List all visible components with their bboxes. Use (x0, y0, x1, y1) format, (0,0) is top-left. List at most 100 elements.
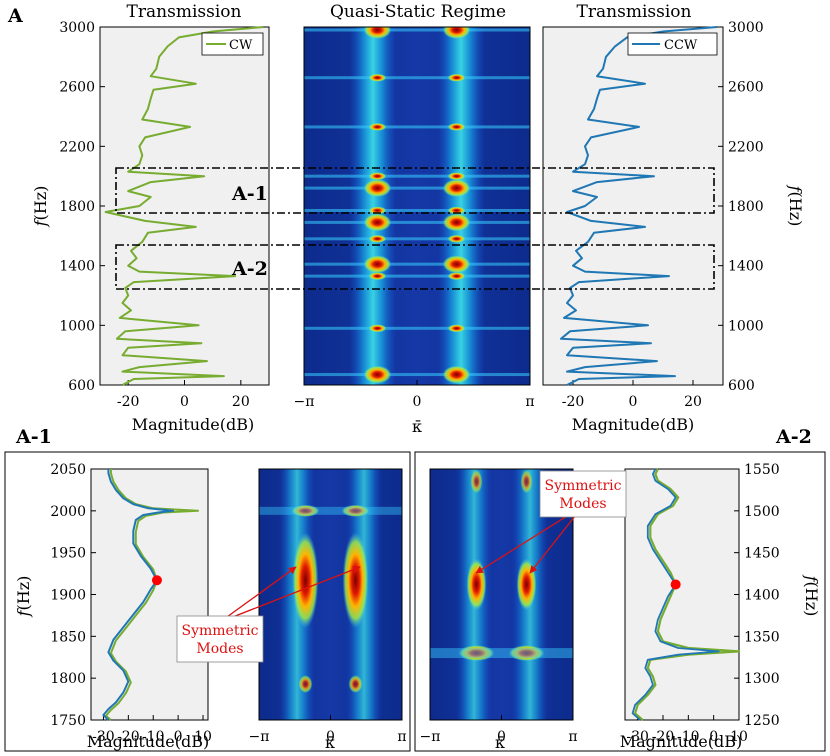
heatmap-band (304, 174, 530, 178)
heatmap-hotspot (447, 172, 466, 181)
a-right-x-tick-label: 0 (629, 394, 638, 410)
plot-a-left-xlabel: Magnitude(dB) (132, 415, 255, 434)
plot-a-left: Transmission 600 1000 1400 1800 2200 2600 3000… (31, 2, 270, 434)
plot-a2-line: 1250 1300 1350 1400 1450 1500 1550 -30 -20 -10 0 10… (620, 462, 821, 751)
a2-heat-x-tick-label: −π (420, 729, 441, 745)
plot-a-right: Transmission 600 1000 1400 1800 2200 2600 3000… (542, 2, 805, 434)
heatmap-hotspot (368, 234, 387, 243)
heatmap-band (304, 326, 530, 330)
a2-y-tick-label: 1450 (744, 546, 780, 562)
heatmap-hotspot (447, 234, 466, 243)
a-right-y-tick-label: 600 (728, 378, 755, 394)
heatmap-hotspot (368, 324, 387, 333)
a1-heat-mode (291, 504, 320, 517)
a1-x-tick-label: -30 (92, 729, 115, 745)
heatmap-a-center (304, 27, 530, 385)
plot-a-right-area (542, 26, 724, 386)
plot-a-right-xlabel: Magnitude(dB) (572, 415, 695, 434)
a2-x-tick-label: -20 (652, 729, 675, 745)
heatmap-band (304, 373, 530, 377)
a2-ccw-line (631, 468, 720, 721)
heatmap-hotspot (363, 365, 392, 384)
a1-heat-band (259, 506, 402, 515)
heatmap-hotspot (368, 272, 387, 281)
a2-heat-mode (458, 645, 495, 662)
zoom-box-a2-label: A-2 (231, 258, 268, 280)
a2-heat-mode (470, 469, 483, 494)
heatmap-hotspot (363, 27, 392, 39)
panel-label-A: A (7, 5, 23, 27)
a-center-x-tick-label: −π (294, 394, 315, 410)
plot-a2-heatmap-xlabel: κ̄ (495, 733, 505, 752)
plot-a-left-area (99, 26, 270, 386)
a-left-x-tick-label: -20 (117, 394, 140, 410)
a-right-x-tick-label: 20 (684, 394, 702, 410)
a-center-x-tick-label: π (525, 394, 534, 410)
a2-heat-mode (520, 469, 533, 494)
heatmap-hotspot (442, 365, 471, 384)
heatmap-hotspot (447, 206, 466, 215)
panel-a1-frame (4, 451, 411, 752)
a-left-y-tick-label: 3000 (59, 20, 95, 36)
plot-a-right-ylabel: f(Hz) (786, 185, 805, 227)
panel-a2-frame (414, 451, 826, 752)
a2-heat-band (430, 648, 573, 659)
plot-a-center-xlabel: κ̄ (412, 417, 422, 436)
heatmap-hotspot (368, 122, 387, 131)
annotation-a1: Symmetric Modes (176, 565, 361, 663)
heatmap-hotspot (442, 27, 471, 39)
a2-heat-mode (508, 645, 545, 662)
a1-y-tick-label: 1850 (50, 629, 86, 645)
a1-heat-mode (292, 532, 319, 629)
plot-a2-heatmap: −π 0 π κ̄ (420, 468, 578, 752)
a2-cw-line (633, 468, 741, 721)
a2-y-tick-label: 1250 (744, 713, 780, 729)
heatmap-band (304, 262, 530, 266)
plot-a1-line: 1750 1800 1850 1900 1950 2000 2050 -30 -20 -10 0 10… (14, 462, 212, 751)
a1-y-tick-label: 1950 (50, 546, 86, 562)
heatmap-hotspot (363, 179, 392, 198)
heatmap-hotspot (368, 73, 387, 82)
a2-y-tick-label: 1550 (744, 462, 780, 478)
a-left-y-tick-label: 2200 (59, 139, 95, 155)
a2-y-tick-label: 1350 (744, 629, 780, 645)
heatmap-hotspot (442, 179, 471, 198)
a1-heat-mode (348, 675, 363, 694)
a2-y-tick-label: 1300 (744, 671, 780, 687)
a-left-y-tick-label: 1400 (59, 259, 95, 275)
a1-heat-mode (298, 675, 313, 694)
a1-x-tick-label: 0 (174, 729, 183, 745)
a1-y-tick-label: 2050 (50, 462, 86, 478)
a1-heat-x-tick-label: −π (249, 729, 270, 745)
a-right-y-tick-label: 3000 (728, 20, 764, 36)
a1-y-tick-label: 1800 (50, 671, 86, 687)
heatmap-band (304, 76, 530, 80)
heatmap-band (304, 220, 530, 224)
heatmap-band (304, 237, 530, 241)
a-left-y-tick-label: 600 (68, 378, 95, 394)
heatmap-hotspot (447, 122, 466, 131)
panel-label-A2: A-2 (775, 426, 812, 448)
plot-a1-heatmap: −π 0 π κ̄ (249, 468, 407, 752)
heatmap-hotspot (447, 272, 466, 281)
annotation-a2-text: Symmetric Modes (545, 478, 622, 512)
a-right-y-tick-label: 2600 (728, 80, 764, 96)
heatmap-hotspot (447, 324, 466, 333)
a1-x-tick-label: -20 (117, 729, 140, 745)
a1-heat-mode (342, 532, 369, 629)
a1-y-tick-label: 2000 (50, 504, 86, 520)
a2-x-tick-label: 10 (730, 729, 748, 745)
a2-y-tick-label: 1500 (744, 504, 780, 520)
a-right-y-tick-label: 1000 (728, 318, 764, 334)
plot-a1-ylabel: f(Hz) (14, 576, 33, 618)
a1-y-tick-label: 1900 (50, 588, 86, 604)
heatmap-hotspot (368, 206, 387, 215)
plot-a-center-title: Quasi-Static Regime (330, 2, 506, 22)
a-left-x-tick-label: 20 (232, 394, 250, 410)
legend-ccw-label: CCW (664, 38, 698, 53)
heatmap-hotspot (368, 172, 387, 181)
cw-series-line (104, 26, 264, 386)
a1-ccw-line (102, 469, 175, 721)
ccw-series-line (560, 26, 718, 386)
a2-x-tick-label: -10 (677, 729, 700, 745)
